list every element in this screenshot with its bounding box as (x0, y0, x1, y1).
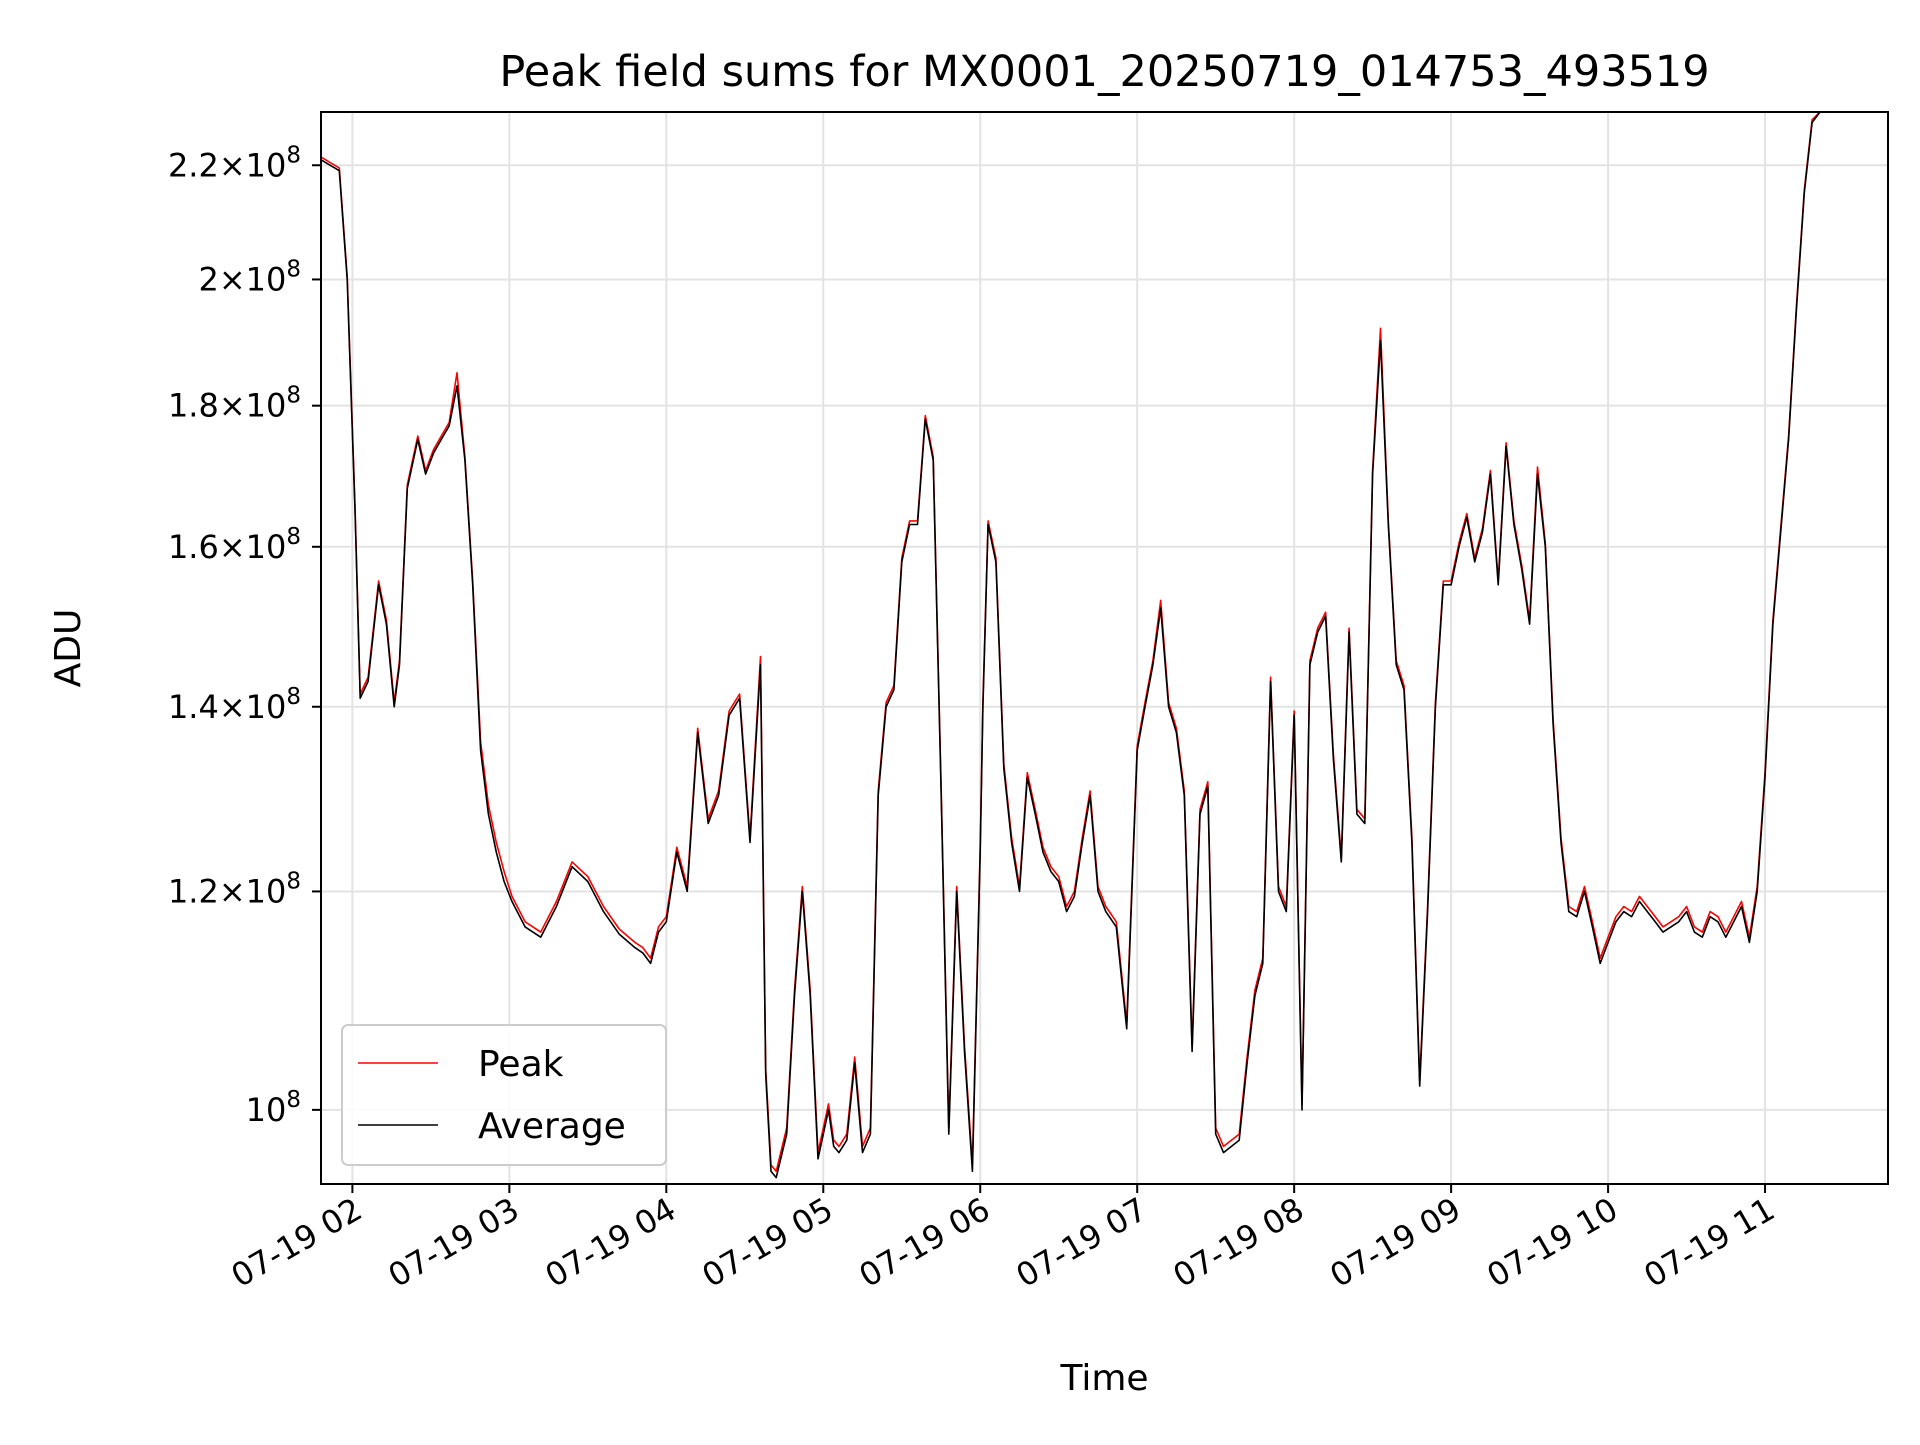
legend-box (341, 1024, 667, 1166)
y-tick-label: 1.4×108 (168, 684, 301, 726)
y-axis-label: ADU (48, 609, 89, 688)
y-tick-label: 108 (246, 1087, 301, 1129)
y-tick-label: 1.6×108 (168, 524, 301, 566)
y-tick-label: 2×108 (198, 256, 301, 298)
grid (321, 112, 1888, 1184)
plot-frame (320, 111, 1889, 1185)
y-tick-label: 2.2×108 (168, 142, 301, 184)
series-lines (320, 111, 1828, 1179)
x-axis-label: Time (1059, 1358, 1148, 1399)
y-tick-label: 1.8×108 (168, 383, 301, 425)
legend: Peak Average (341, 1024, 667, 1166)
y-tick-label: 1.2×108 (168, 868, 301, 910)
series-line-average (320, 111, 1828, 1179)
series-line-peak (320, 111, 1828, 1173)
chart-title: Peak field sums for MX0001_20250719_0147… (499, 47, 1709, 97)
legend-label-average: Average (478, 1106, 626, 1147)
legend-label-peak: Peak (478, 1044, 564, 1085)
